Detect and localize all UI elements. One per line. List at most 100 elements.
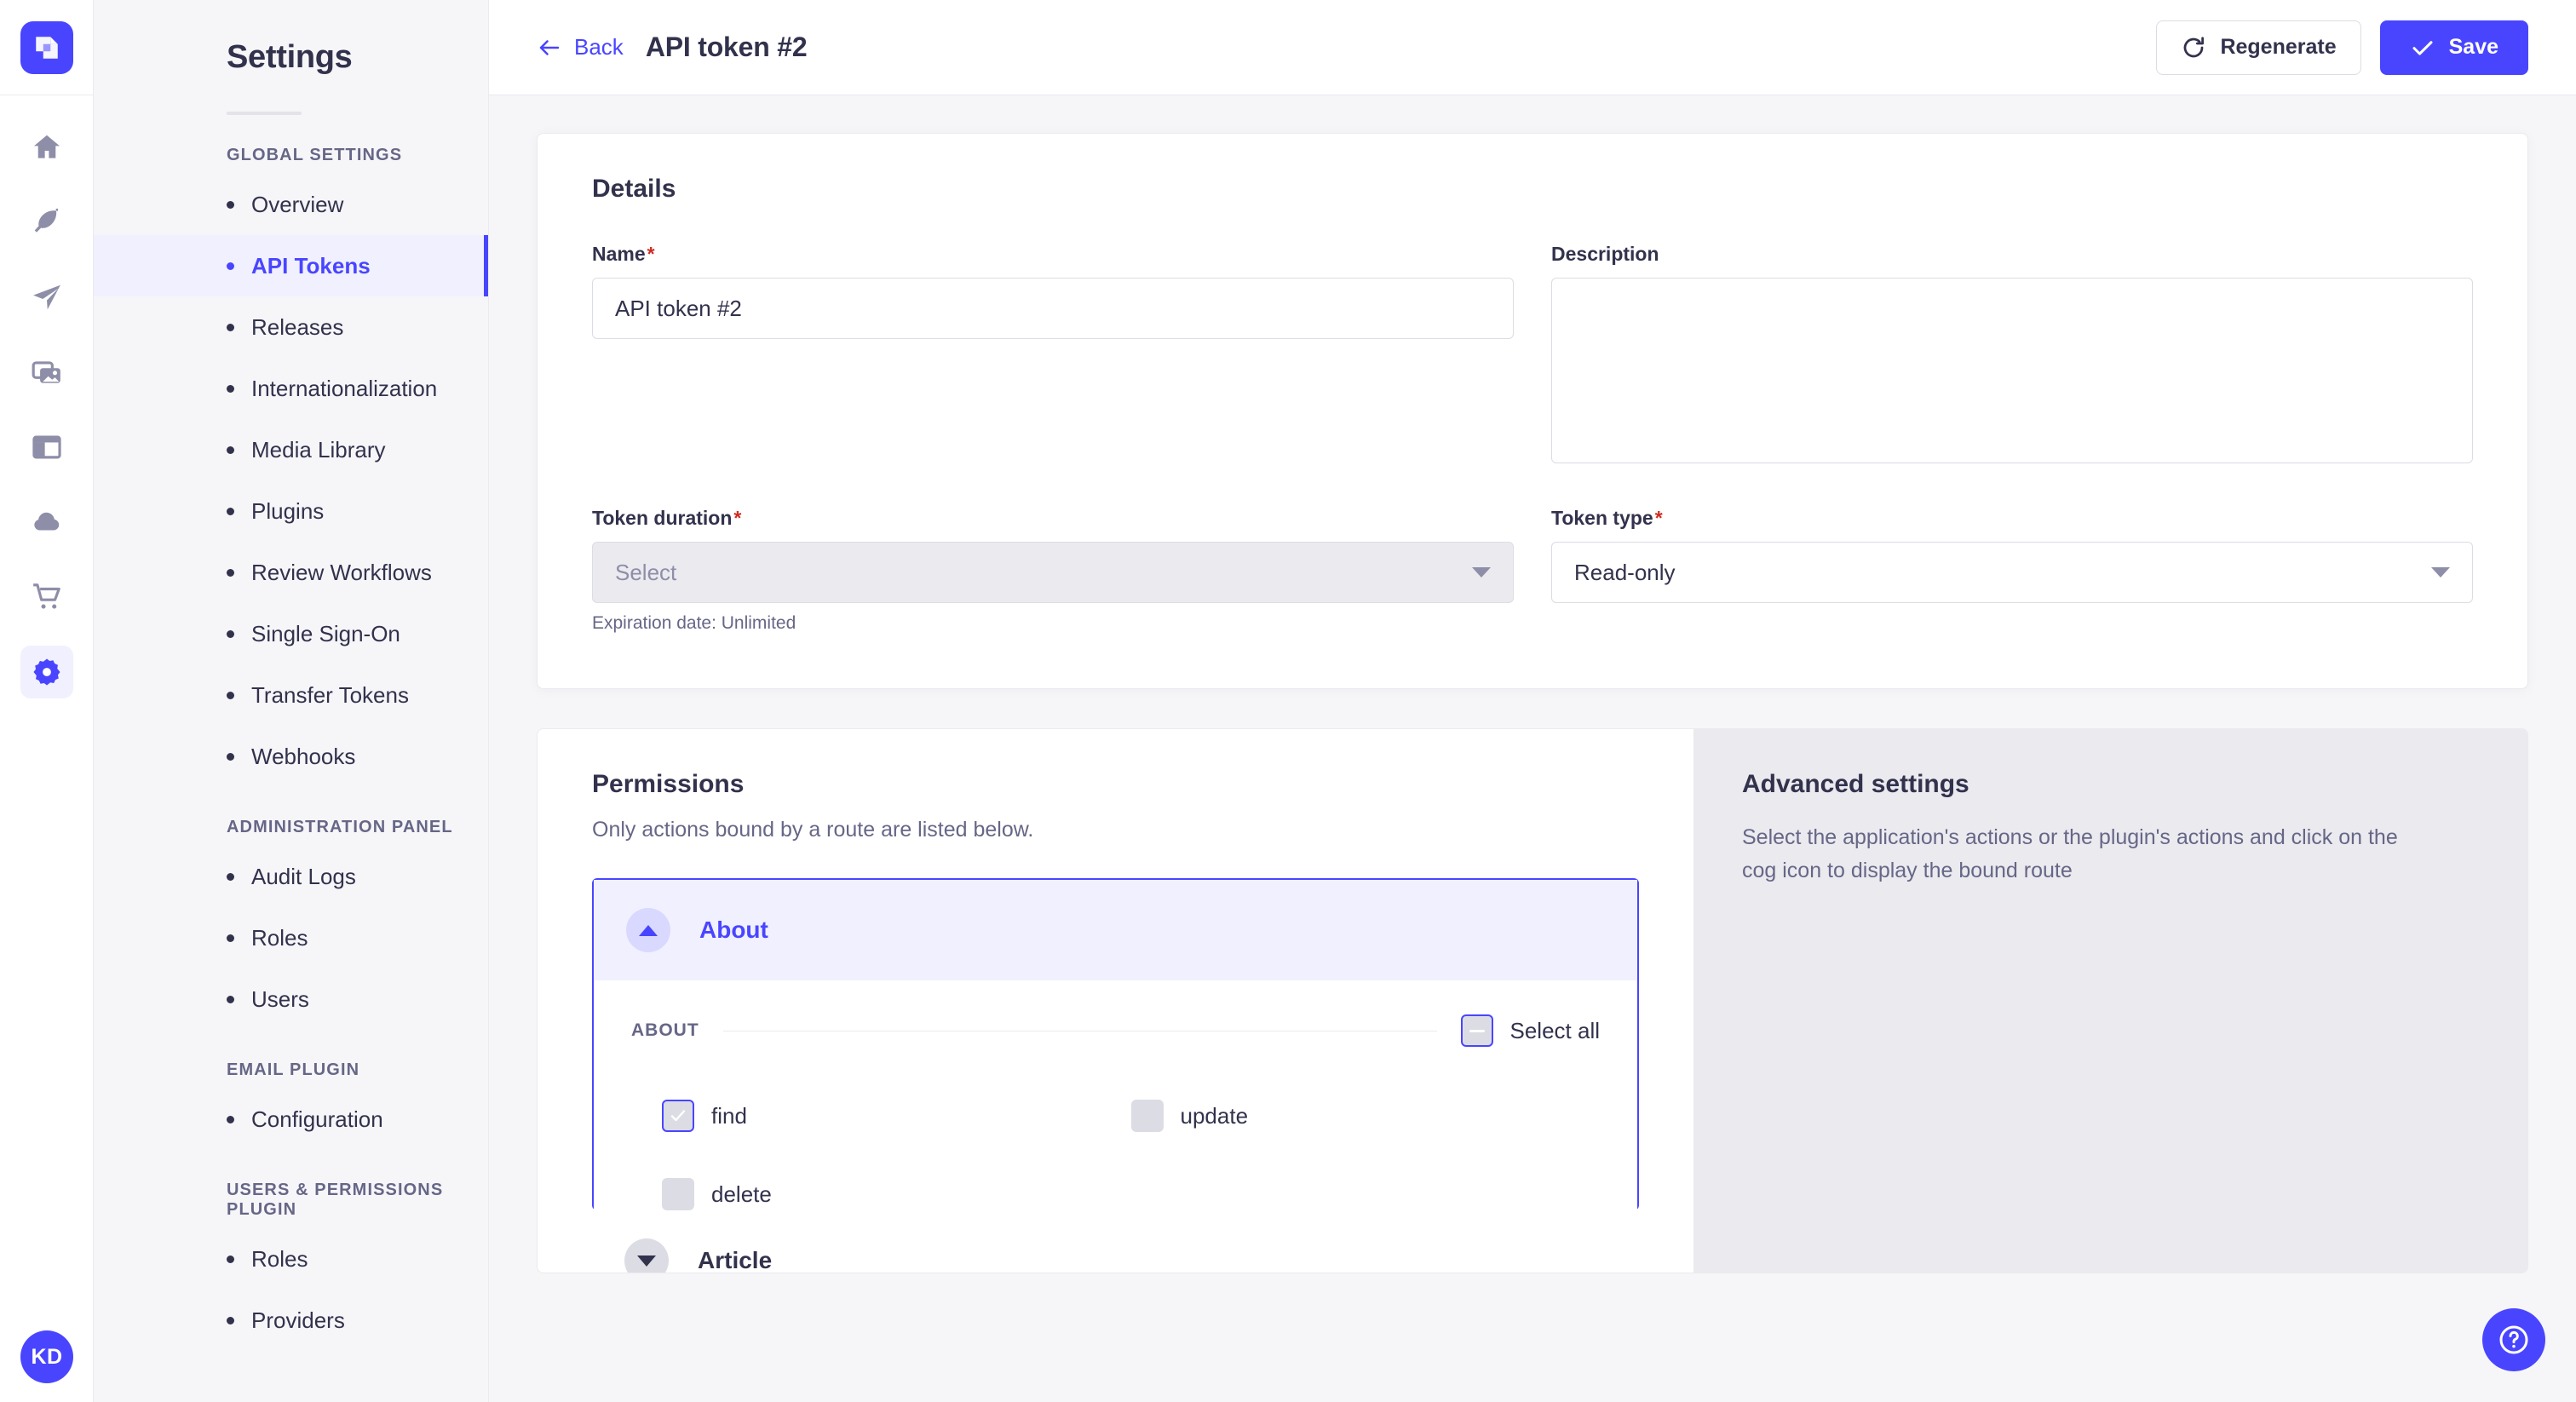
token-type-select[interactable]: Read-only [1551,542,2473,603]
required-marker: * [647,243,655,265]
sidebar-group-label-users-permissions: USERS & PERMISSIONS PLUGIN [227,1181,444,1219]
permissions-row: Permissions Only actions bound by a rout… [537,728,2528,1273]
strapi-logo-icon[interactable] [20,20,73,74]
sidebar-item-releases[interactable]: Releases [94,296,488,358]
required-marker: * [1654,507,1663,529]
sidebar-item-roles-users-permissions[interactable]: Roles [94,1228,488,1290]
name-field-group: Name* [592,243,1514,468]
refresh-icon [2184,36,2205,57]
sidebar-item-users[interactable]: Users [94,968,488,1030]
sidebar-item-configuration[interactable]: Configuration [94,1089,488,1150]
name-input[interactable] [592,278,1514,339]
rail-item-list [20,121,73,698]
sidebar-item-media-library[interactable]: Media Library [94,419,488,480]
name-label: Name* [592,243,1514,266]
sidebar-group-label-email: EMAIL PLUGIN [227,1060,360,1079]
check-icon [670,1110,686,1122]
sidebar-item-audit-logs[interactable]: Audit Logs [94,846,488,907]
permission-label: find [711,1102,747,1129]
save-button[interactable]: Save [2379,20,2528,75]
home-icon [33,135,60,158]
sidebar-group-label-global: GLOBAL SETTINGS [227,146,403,164]
sidebar-item-review-workflows[interactable]: Review Workflows [94,542,488,603]
sidebar-item-transfer-tokens[interactable]: Transfer Tokens [94,664,488,726]
sidebar-item-label: API Tokens [251,252,371,279]
token-type-value: Read-only [1574,559,1676,585]
rail-item-home[interactable] [20,121,73,174]
indeterminate-dash-icon [1469,1029,1485,1032]
rail-item-cloud[interactable] [20,496,73,549]
rail-item-pages[interactable] [20,421,73,474]
sidebar-divider [227,112,302,115]
sidebar-item-providers[interactable]: Providers [94,1290,488,1351]
chevron-up-icon[interactable] [626,908,670,952]
bullet-icon [227,445,234,454]
sidebar-group-label-administration: ADMINISTRATION PANEL [227,818,453,836]
content-scroll: Details Name* Description [489,95,2576,1402]
rail-item-media-library[interactable] [20,346,73,399]
about-action-grid: find update delete [631,1100,1600,1210]
sidebar-item-label: Internationalization [251,375,438,401]
logo-container [0,0,93,95]
permission-checkbox-delete[interactable]: delete [662,1178,1131,1210]
permission-group-article-title: Article [698,1247,773,1273]
description-field-group: Description [1551,243,2473,468]
chevron-down-icon[interactable] [624,1238,669,1273]
strapi-logo-glyph [35,36,58,59]
sidebar-item-label: Releases [251,313,344,340]
checkbox-unchecked[interactable] [1130,1100,1164,1132]
token-duration-select[interactable]: Select [592,542,1514,603]
rail-item-marketplace[interactable] [20,571,73,623]
select-all-label: Select all [1509,1017,1601,1043]
sidebar-item-label: Overview [251,191,344,217]
select-all-checkbox[interactable] [1460,1014,1493,1047]
sidebar-item-plugins[interactable]: Plugins [94,480,488,542]
details-heading: Details [592,175,676,203]
permission-group-about-title: About [699,916,768,943]
sidebar-item-api-tokens[interactable]: API Tokens [94,235,488,296]
gear-icon [32,658,60,686]
expiration-hint: Expiration date: Unlimited [592,613,796,633]
shopping-cart-icon [32,583,60,609]
permission-checkbox-update[interactable]: update [1130,1100,1601,1132]
back-button[interactable]: Back [537,34,624,60]
avatar[interactable]: KD [20,1330,73,1383]
page-title: API token #2 [645,32,808,62]
bullet-icon [227,507,234,515]
sidebar-item-single-sign-on[interactable]: Single Sign-On [94,603,488,664]
help-button[interactable] [2482,1308,2545,1371]
sidebar-item-internationalization[interactable]: Internationalization [94,358,488,419]
sidebar-item-label: Plugins [251,497,325,524]
arrow-left-icon [539,39,560,55]
bullet-icon [227,1255,234,1263]
layout-icon [32,435,61,459]
sidebar-item-label: Audit Logs [251,863,356,889]
permission-checkbox-find[interactable]: find [662,1100,1131,1132]
media-library-icon [32,361,60,383]
check-icon [2412,40,2433,55]
rail-item-content-type-builder[interactable] [20,271,73,324]
sidebar-item-roles-admin[interactable]: Roles [94,907,488,968]
rail-item-settings[interactable] [20,646,73,698]
name-label-text: Name [592,243,646,265]
checkbox-checked[interactable] [662,1100,694,1132]
settings-sidebar: Settings GLOBAL SETTINGS Overview API To… [94,0,489,1402]
permission-group-about-header[interactable]: About [594,880,1637,980]
checkbox-unchecked[interactable] [662,1178,694,1210]
select-all-control[interactable]: Select all [1460,1014,1601,1047]
permission-group-article-header[interactable]: Article [592,1210,1639,1273]
token-type-label: Token type* [1551,507,2473,530]
token-type-field-group: Token type* Read-only [1551,507,2473,634]
token-duration-value: Select [615,559,677,585]
description-textarea[interactable] [1551,278,2473,463]
advanced-settings-description: Select the application's actions or the … [1742,825,2398,882]
chevron-down-icon [1472,567,1491,577]
sidebar-item-label: Providers [251,1307,345,1333]
rail-item-content-manager[interactable] [20,196,73,249]
permission-label: delete [711,1181,772,1207]
sidebar-item-overview[interactable]: Overview [94,174,488,235]
permission-label: update [1180,1102,1249,1129]
regenerate-button[interactable]: Regenerate [2156,20,2361,75]
sidebar-item-webhooks[interactable]: Webhooks [94,726,488,787]
